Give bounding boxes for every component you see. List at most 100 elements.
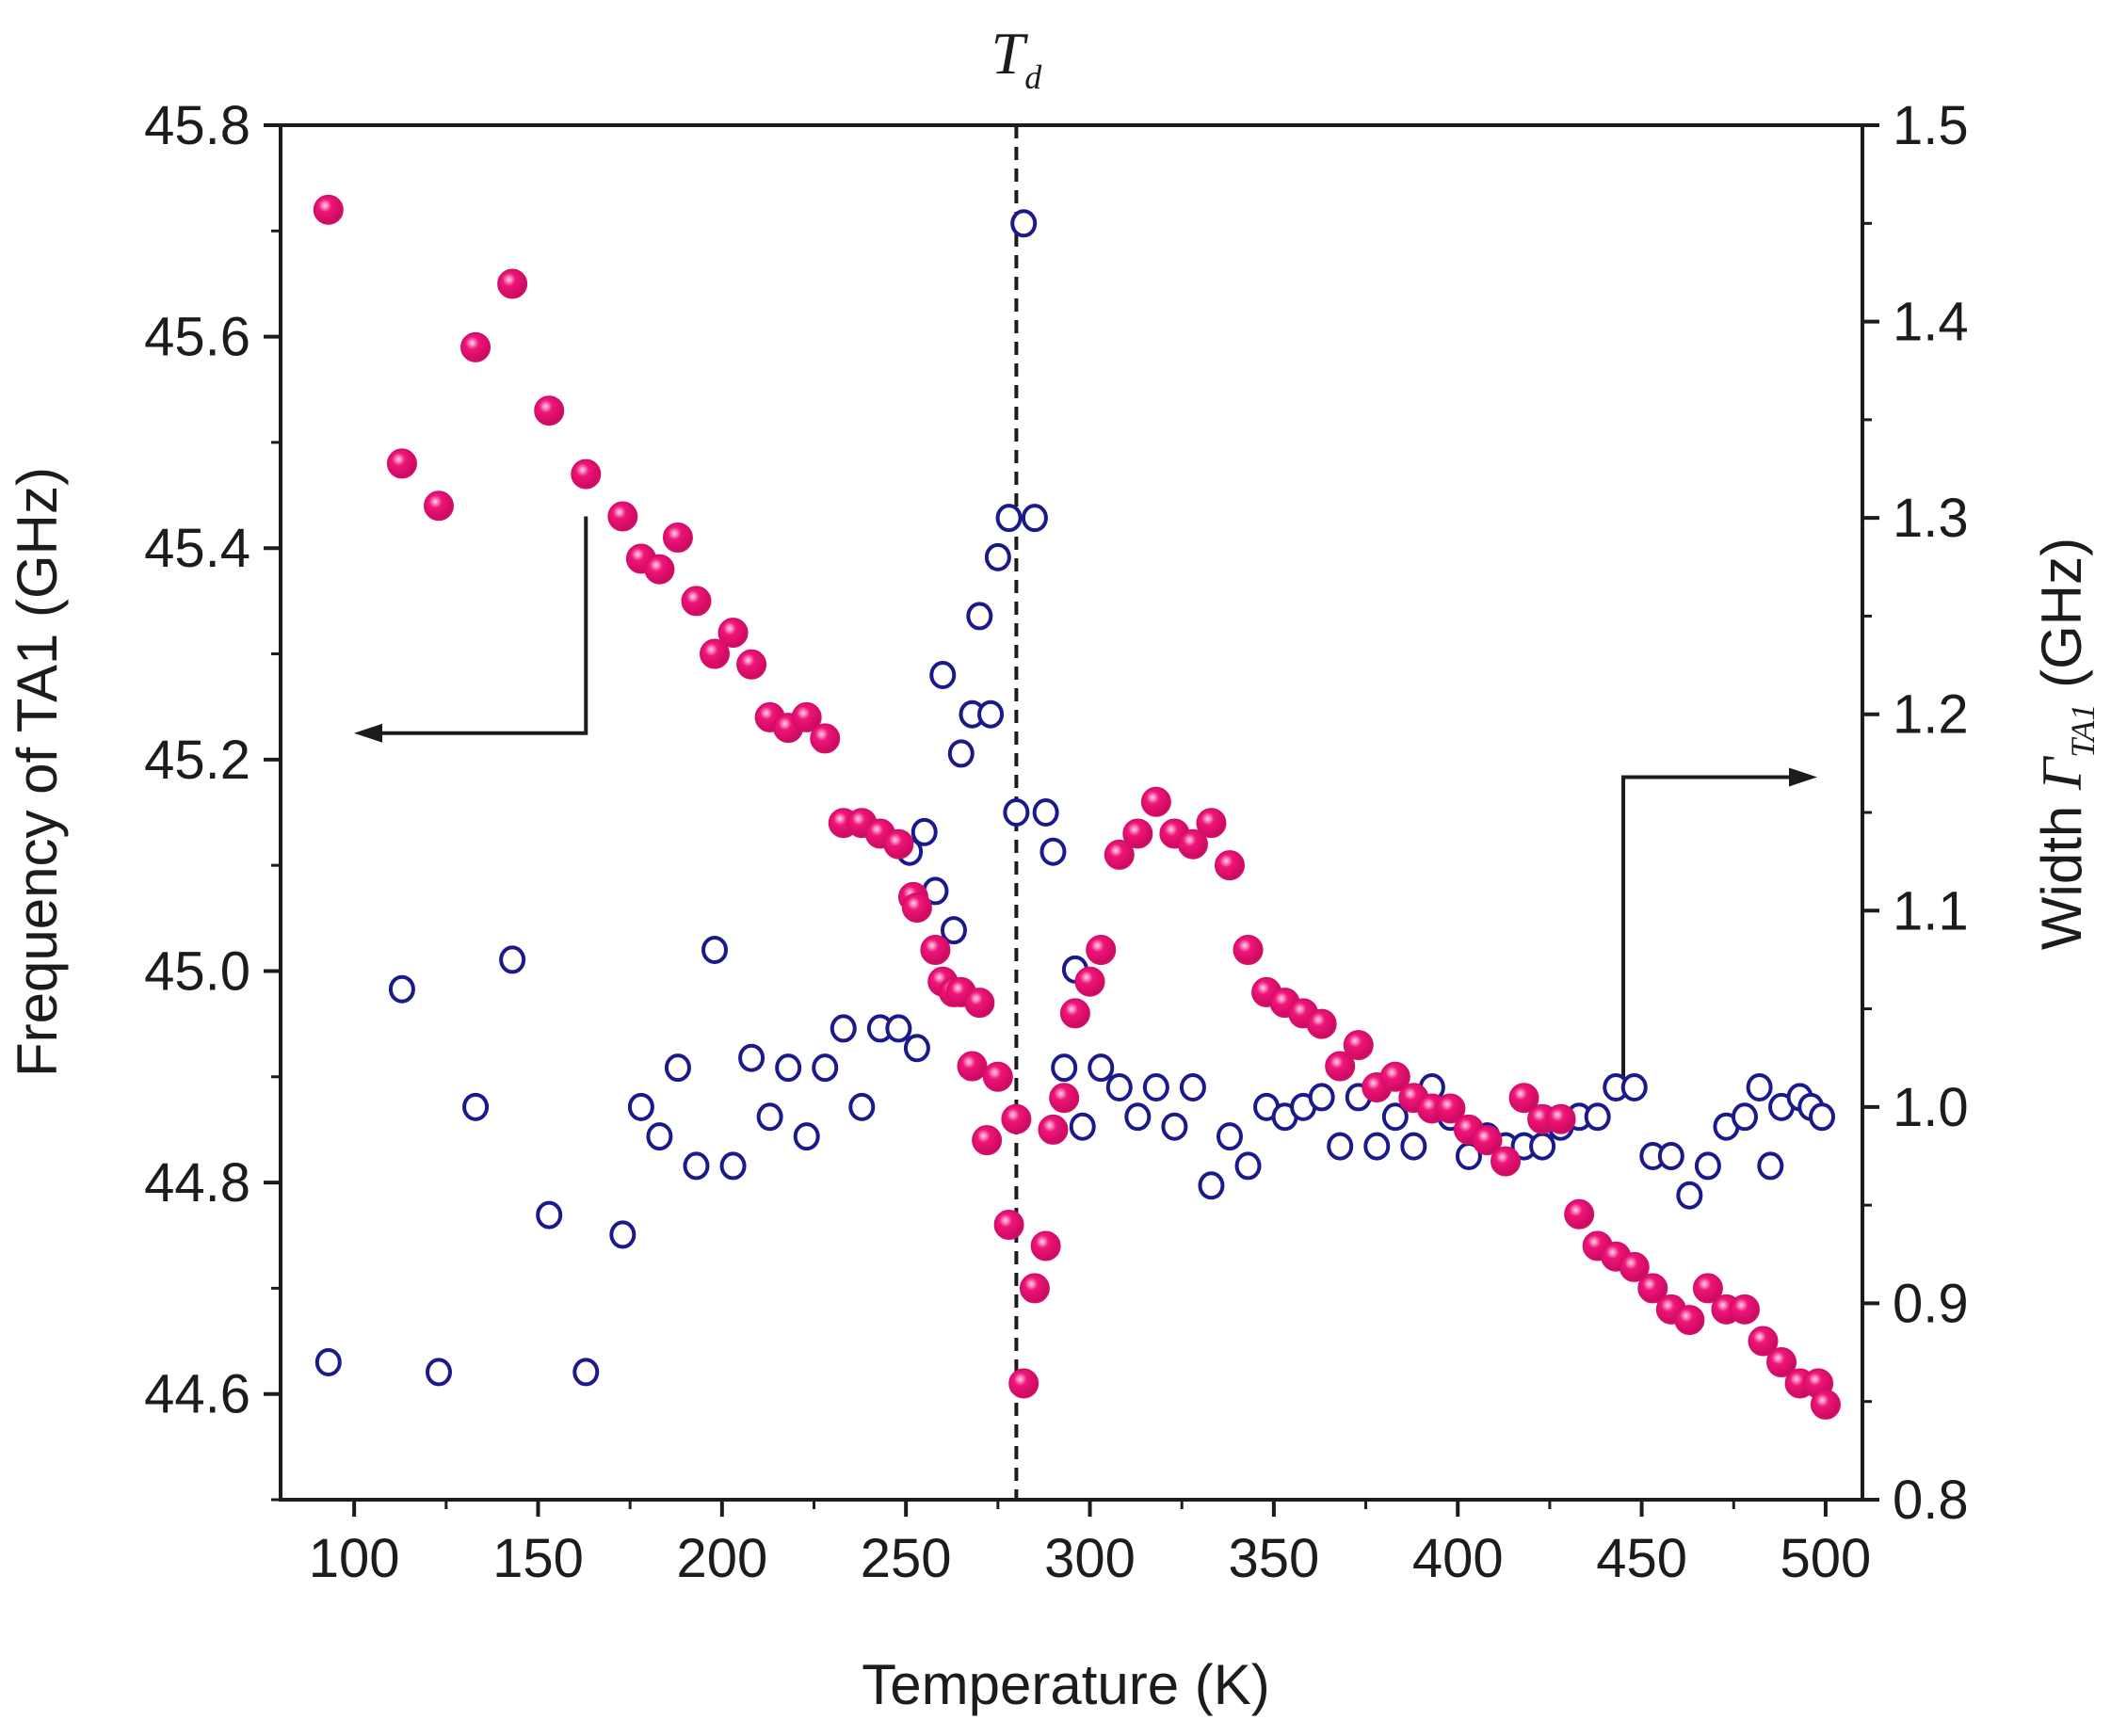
frequency-point <box>1545 1103 1576 1134</box>
y-axis-right-label-sub: TA1 <box>2064 704 2102 758</box>
y-right-tick-label: 1.0 <box>1893 1077 1969 1138</box>
frequency-point <box>1637 1273 1668 1304</box>
width-point <box>1032 798 1059 827</box>
transition-temperature-label-sub: d <box>1024 58 1042 96</box>
width-point <box>426 1358 452 1387</box>
width-point <box>719 1151 747 1181</box>
left-axis-arrow-line <box>375 516 588 735</box>
x-tick-label: 100 <box>309 1528 400 1589</box>
width-point <box>499 945 526 974</box>
frequency-point <box>497 268 528 299</box>
frequency-point <box>1748 1326 1779 1357</box>
width-point <box>1039 837 1067 866</box>
frequency-point <box>1030 1230 1061 1262</box>
frequency-point <box>1325 1051 1356 1082</box>
x-tick-label: 200 <box>676 1528 767 1589</box>
frequency-point <box>424 490 454 522</box>
width-point <box>812 1053 839 1083</box>
frequency-point <box>1508 1083 1539 1114</box>
frequency-point <box>1306 1008 1337 1039</box>
width-point <box>1809 1102 1836 1132</box>
width-point <box>1757 1151 1784 1181</box>
y-right-tick-label: 1.5 <box>1893 95 1969 156</box>
width-point <box>1676 1181 1703 1210</box>
frequency-point <box>1472 1125 1503 1156</box>
y-right-tick-label: 1.4 <box>1893 292 1969 353</box>
width-point <box>1088 1053 1115 1083</box>
y-axis-right-label-suffix: (GHz) <box>2030 538 2093 704</box>
ticks-layer: 100 150 200 250 300 350 400 450 500 44.6 44.8 45.0 4… <box>144 95 1969 1589</box>
annotations-layer <box>354 516 1817 1087</box>
frequency-point <box>736 649 767 680</box>
frequency-point <box>1074 966 1105 997</box>
width-point <box>1657 1142 1684 1170</box>
x-tick-label: 300 <box>1044 1528 1136 1589</box>
frequency-point <box>313 194 344 225</box>
width-point <box>1161 1112 1188 1141</box>
width-point <box>848 1092 876 1121</box>
left-axis-arrow-head <box>354 723 382 743</box>
x-axis-label: Temperature (K) <box>862 1653 1269 1716</box>
frequency-point <box>1674 1305 1705 1336</box>
frequency-point <box>1766 1347 1797 1377</box>
width-point <box>1327 1132 1354 1161</box>
frequency-point <box>1001 1103 1032 1134</box>
frequency-point <box>1038 1114 1069 1145</box>
frequency-point <box>791 701 822 732</box>
width-point <box>1142 1073 1169 1101</box>
frequency-point <box>1379 1061 1410 1092</box>
frequency-point <box>460 331 491 362</box>
frequency-point <box>1215 850 1245 881</box>
transition-temperature-label-main: T <box>991 20 1029 87</box>
frequency-point <box>993 1210 1024 1240</box>
frequency-point <box>982 1061 1013 1092</box>
y-axis-left-label: Frequency of TA1 (GHz) <box>6 467 69 1077</box>
frequency-point <box>1122 818 1153 849</box>
frequency-point <box>1177 828 1208 860</box>
width-point <box>314 1348 342 1376</box>
width-point <box>830 1014 857 1043</box>
y-axis-right-label-prefix: Width <box>2030 790 2093 950</box>
width-point <box>1217 1122 1243 1151</box>
width-point <box>1021 504 1048 533</box>
frequency-point <box>957 1051 988 1082</box>
y-right-tick-label: 0.8 <box>1893 1470 1969 1531</box>
width-point <box>1746 1073 1773 1101</box>
right-axis-arrow-head <box>1789 767 1817 787</box>
frequency-point <box>681 586 712 617</box>
y-right-tick-label: 0.9 <box>1893 1273 1969 1334</box>
y-left-tick-label: 45.0 <box>144 940 250 1002</box>
width-point <box>929 661 957 689</box>
width-point <box>793 1122 820 1151</box>
frequency-point <box>1435 1093 1466 1124</box>
frequency-point <box>1810 1389 1841 1420</box>
width-point <box>966 602 993 631</box>
y-axis-right-label-symbol: Γ <box>2031 755 2093 791</box>
y-left-tick-label: 45.2 <box>144 730 250 791</box>
x-tick-label: 450 <box>1596 1528 1687 1589</box>
width-point <box>1198 1171 1225 1200</box>
frequency-point <box>1619 1251 1650 1282</box>
width-point <box>1584 1102 1611 1132</box>
width-point <box>977 699 1005 729</box>
width-point <box>627 1092 654 1121</box>
x-tick-label: 150 <box>492 1528 584 1589</box>
frequency-point <box>1491 1146 1522 1177</box>
frequency-point <box>920 935 951 965</box>
width-point <box>903 1034 930 1063</box>
width-point <box>1529 1132 1556 1161</box>
width-point <box>701 936 729 964</box>
frequency-point <box>1233 935 1264 965</box>
frequency-point <box>1692 1273 1723 1304</box>
width-point <box>775 1053 802 1083</box>
frequency-point <box>1104 839 1135 870</box>
width-point <box>947 739 975 768</box>
y-left-tick-label: 45.6 <box>144 307 250 368</box>
frequency-point <box>901 892 932 924</box>
frequency-point <box>883 828 914 860</box>
y-right-tick-label: 1.2 <box>1893 684 1969 746</box>
width-point <box>738 1043 765 1072</box>
width-point <box>1105 1073 1133 1101</box>
